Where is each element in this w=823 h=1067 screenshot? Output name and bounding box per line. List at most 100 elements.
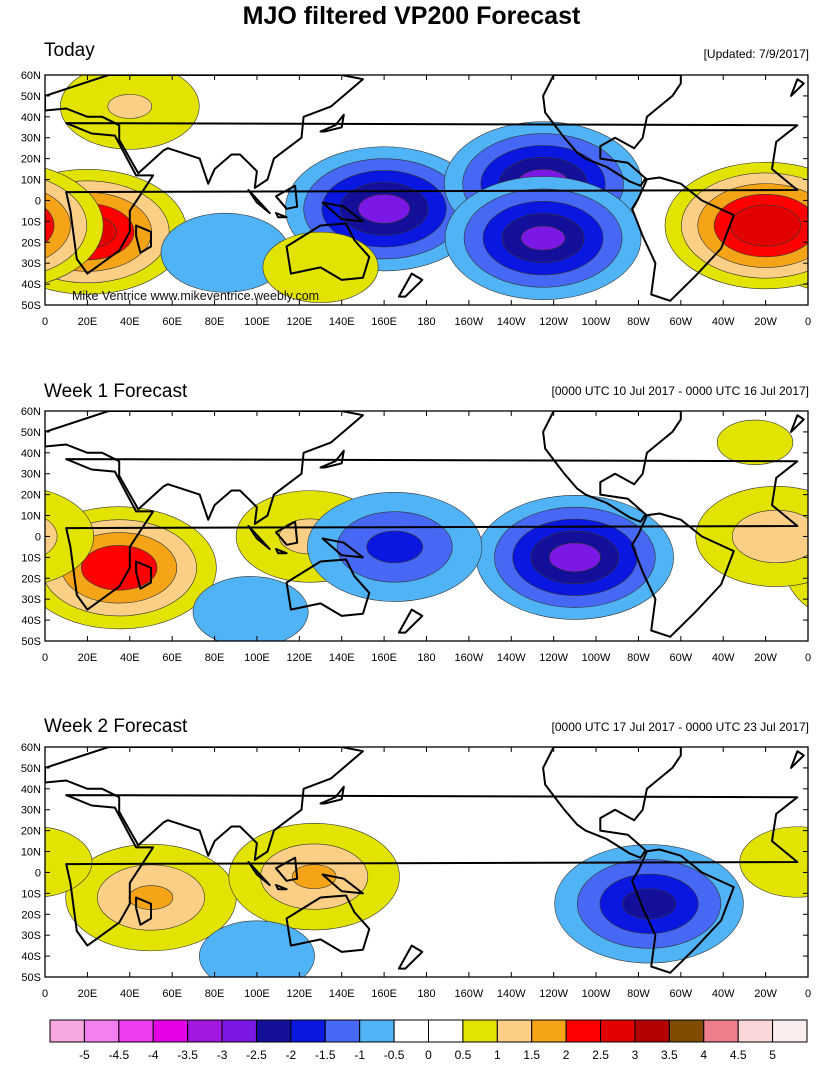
coastline-4: [135, 560, 152, 590]
lon-label-120E: 120E: [286, 652, 312, 664]
coastline-8: [321, 873, 364, 895]
lon-label-100E: 100E: [244, 316, 270, 328]
colorbar-box-6: [255, 1019, 292, 1043]
coastline-4: [135, 896, 152, 926]
contour-fill-2-11: [45, 490, 94, 583]
colorbar-label-4: 4: [700, 1048, 707, 1062]
colorbar-box-14: [531, 1019, 567, 1043]
coastline-7: [275, 184, 299, 210]
lon-label-100W: 100W: [582, 988, 611, 1000]
lon-label-20E: 20E: [78, 652, 98, 664]
coastline-10: [397, 944, 424, 970]
colorbar-box-7: [290, 1019, 326, 1043]
lon-label-140E: 140E: [329, 988, 355, 1000]
lat-label-20N: 20N: [21, 490, 41, 502]
coastline-10: [397, 272, 424, 298]
lon-label-40W: 40W: [712, 652, 735, 664]
lon-label-180: 180: [417, 652, 435, 664]
lon-label-0: 0: [42, 652, 48, 664]
contour-fill-1-14: [45, 207, 55, 244]
lat-label-40N: 40N: [21, 112, 41, 124]
lon-label-140E: 140E: [329, 652, 355, 664]
coastline-2: [285, 558, 371, 617]
colorbar-label--1: -1: [354, 1048, 365, 1062]
coastline-3: [542, 75, 735, 302]
lon-label-20W: 20W: [754, 988, 777, 1000]
contour-fill-3-15: [358, 194, 411, 224]
panel-subtitle-week1: [0000 UTC 10 Jul 2017 - 0000 UTC 16 Jul …: [551, 384, 809, 398]
colorbar-label-3.5: 3.5: [661, 1048, 678, 1062]
lon-label-0: 0: [805, 988, 811, 1000]
coastline-5: [247, 189, 271, 214]
lon-label-160E: 160E: [371, 652, 397, 664]
coastline-5: [247, 525, 271, 550]
coastline-1: [45, 747, 364, 861]
contour-fill-0-14: [81, 545, 158, 591]
lat-label-30N: 30N: [21, 133, 41, 145]
panel-title-today: Today: [44, 40, 95, 61]
lat-label-10S: 10S: [21, 216, 41, 228]
watermark: Mike Ventrice www.mikeventrice.weebly.co…: [72, 289, 320, 303]
colorbar-box-21: [772, 1019, 808, 1043]
coastline-7: [275, 520, 299, 546]
lat-label-30N: 30N: [21, 469, 41, 481]
lat-label-30S: 30S: [21, 258, 41, 270]
colorbar-label-5: 5: [769, 1048, 776, 1062]
lon-label-140E: 140E: [329, 316, 355, 328]
lon-label-160W: 160W: [455, 988, 484, 1000]
coastline-4: [135, 224, 152, 254]
lon-label-160E: 160E: [371, 316, 397, 328]
lon-label-140W: 140W: [497, 652, 526, 664]
lat-label-0: 0: [35, 867, 41, 879]
lon-label-0: 0: [805, 316, 811, 328]
coastline-5: [247, 861, 271, 886]
lat-label-50S: 50S: [21, 636, 41, 648]
colorbar-label--2.5: -2.5: [246, 1048, 267, 1062]
lon-label-20E: 20E: [78, 316, 98, 328]
lon-label-140W: 140W: [497, 316, 526, 328]
colorbar-label--5: -5: [79, 1048, 90, 1062]
colorbar-box-12: [462, 1019, 498, 1043]
coastline-2: [285, 894, 371, 953]
coastline-8: [321, 537, 364, 559]
coastline-12: [790, 414, 805, 433]
coastline-6: [275, 212, 288, 219]
colorbar-box-18: [668, 1019, 705, 1043]
lon-label-20W: 20W: [754, 652, 777, 664]
colorbar-box-13: [496, 1019, 533, 1043]
coastline-1: [45, 411, 364, 525]
lon-label-80W: 80W: [627, 652, 650, 664]
coastline-1: [45, 75, 364, 189]
lon-label-80W: 80W: [627, 316, 650, 328]
lon-label-40W: 40W: [712, 316, 735, 328]
panel-title-week1: Week 1 Forecast: [44, 381, 188, 402]
lon-label-20E: 20E: [78, 988, 98, 1000]
colorbar-label--3: -3: [217, 1048, 228, 1062]
coastline-11: [761, 65, 776, 69]
contour-fill-3-15: [548, 542, 601, 573]
colorbar-box-11: [428, 1019, 464, 1043]
colorbar-label--0.5: -0.5: [384, 1048, 405, 1062]
lon-label-20W: 20W: [754, 316, 777, 328]
lat-label-40S: 40S: [21, 951, 41, 963]
colorbar: -5 -4.5 -4 -3.5 -3 -2.5 -2 -1.5 -1 -0.5 0 0.5 1 1.5 2 2…: [49, 1019, 808, 1062]
coastline-2: [285, 222, 371, 281]
lat-label-50N: 50N: [21, 427, 41, 439]
lat-label-60N: 60N: [21, 406, 41, 418]
contour-fill-2-12: [107, 94, 153, 119]
coastline-0: [65, 794, 799, 947]
panel-subtitle-today: [Updated: 7/9/2017]: [703, 47, 809, 61]
lat-label-50N: 50N: [21, 91, 41, 103]
lon-label-60E: 60E: [162, 988, 182, 1000]
lat-label-30N: 30N: [21, 805, 41, 817]
colorbar-box-20: [737, 1019, 774, 1043]
colorbar-label-2.5: 2.5: [592, 1048, 609, 1062]
contour-fill-1-13: [45, 192, 71, 259]
lon-label-0: 0: [805, 652, 811, 664]
contour-fill-3-11: [199, 920, 315, 977]
lat-label-20S: 20S: [21, 573, 41, 585]
lon-label-160W: 160W: [455, 652, 484, 664]
